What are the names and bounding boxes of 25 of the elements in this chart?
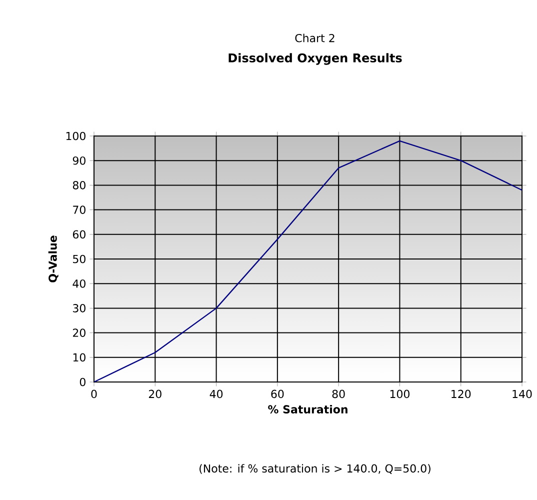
x-tick-label: 120: [452, 390, 471, 398]
y-axis-title: Q-Value: [48, 236, 58, 282]
chart-title: Dissolved Oxygen Results: [228, 53, 402, 65]
y-tick-label: 40: [72, 279, 86, 288]
x-tick-label: 80: [332, 390, 345, 398]
x-tick-label: 140: [512, 390, 532, 398]
x-tick-label: 40: [210, 390, 223, 398]
y-tick-label: 100: [66, 132, 86, 140]
chart-subtitle: Chart 2: [295, 34, 334, 42]
y-tick-label: 10: [73, 353, 86, 362]
x-axis-title: % Saturation: [268, 404, 348, 414]
y-tick-label: 60: [72, 230, 86, 239]
x-tick-label: 0: [91, 390, 97, 398]
y-tick-label: 50: [73, 254, 86, 264]
y-tick-label: 0: [80, 378, 86, 386]
y-tick-label: 30: [73, 304, 86, 312]
y-tick-label: 20: [73, 328, 86, 337]
text: (Note: if % saturation is > 140.0, Q=50.0): [200, 464, 430, 474]
x-tick-label: 100: [390, 390, 410, 398]
x-tick-label: 60: [271, 390, 284, 398]
x-tick-label: 20: [148, 390, 162, 398]
y-tick-label: 90: [72, 156, 86, 165]
line-series: [94, 140, 522, 382]
y-tick-label: 80: [72, 181, 86, 190]
y-tick-label: 70: [73, 206, 86, 214]
